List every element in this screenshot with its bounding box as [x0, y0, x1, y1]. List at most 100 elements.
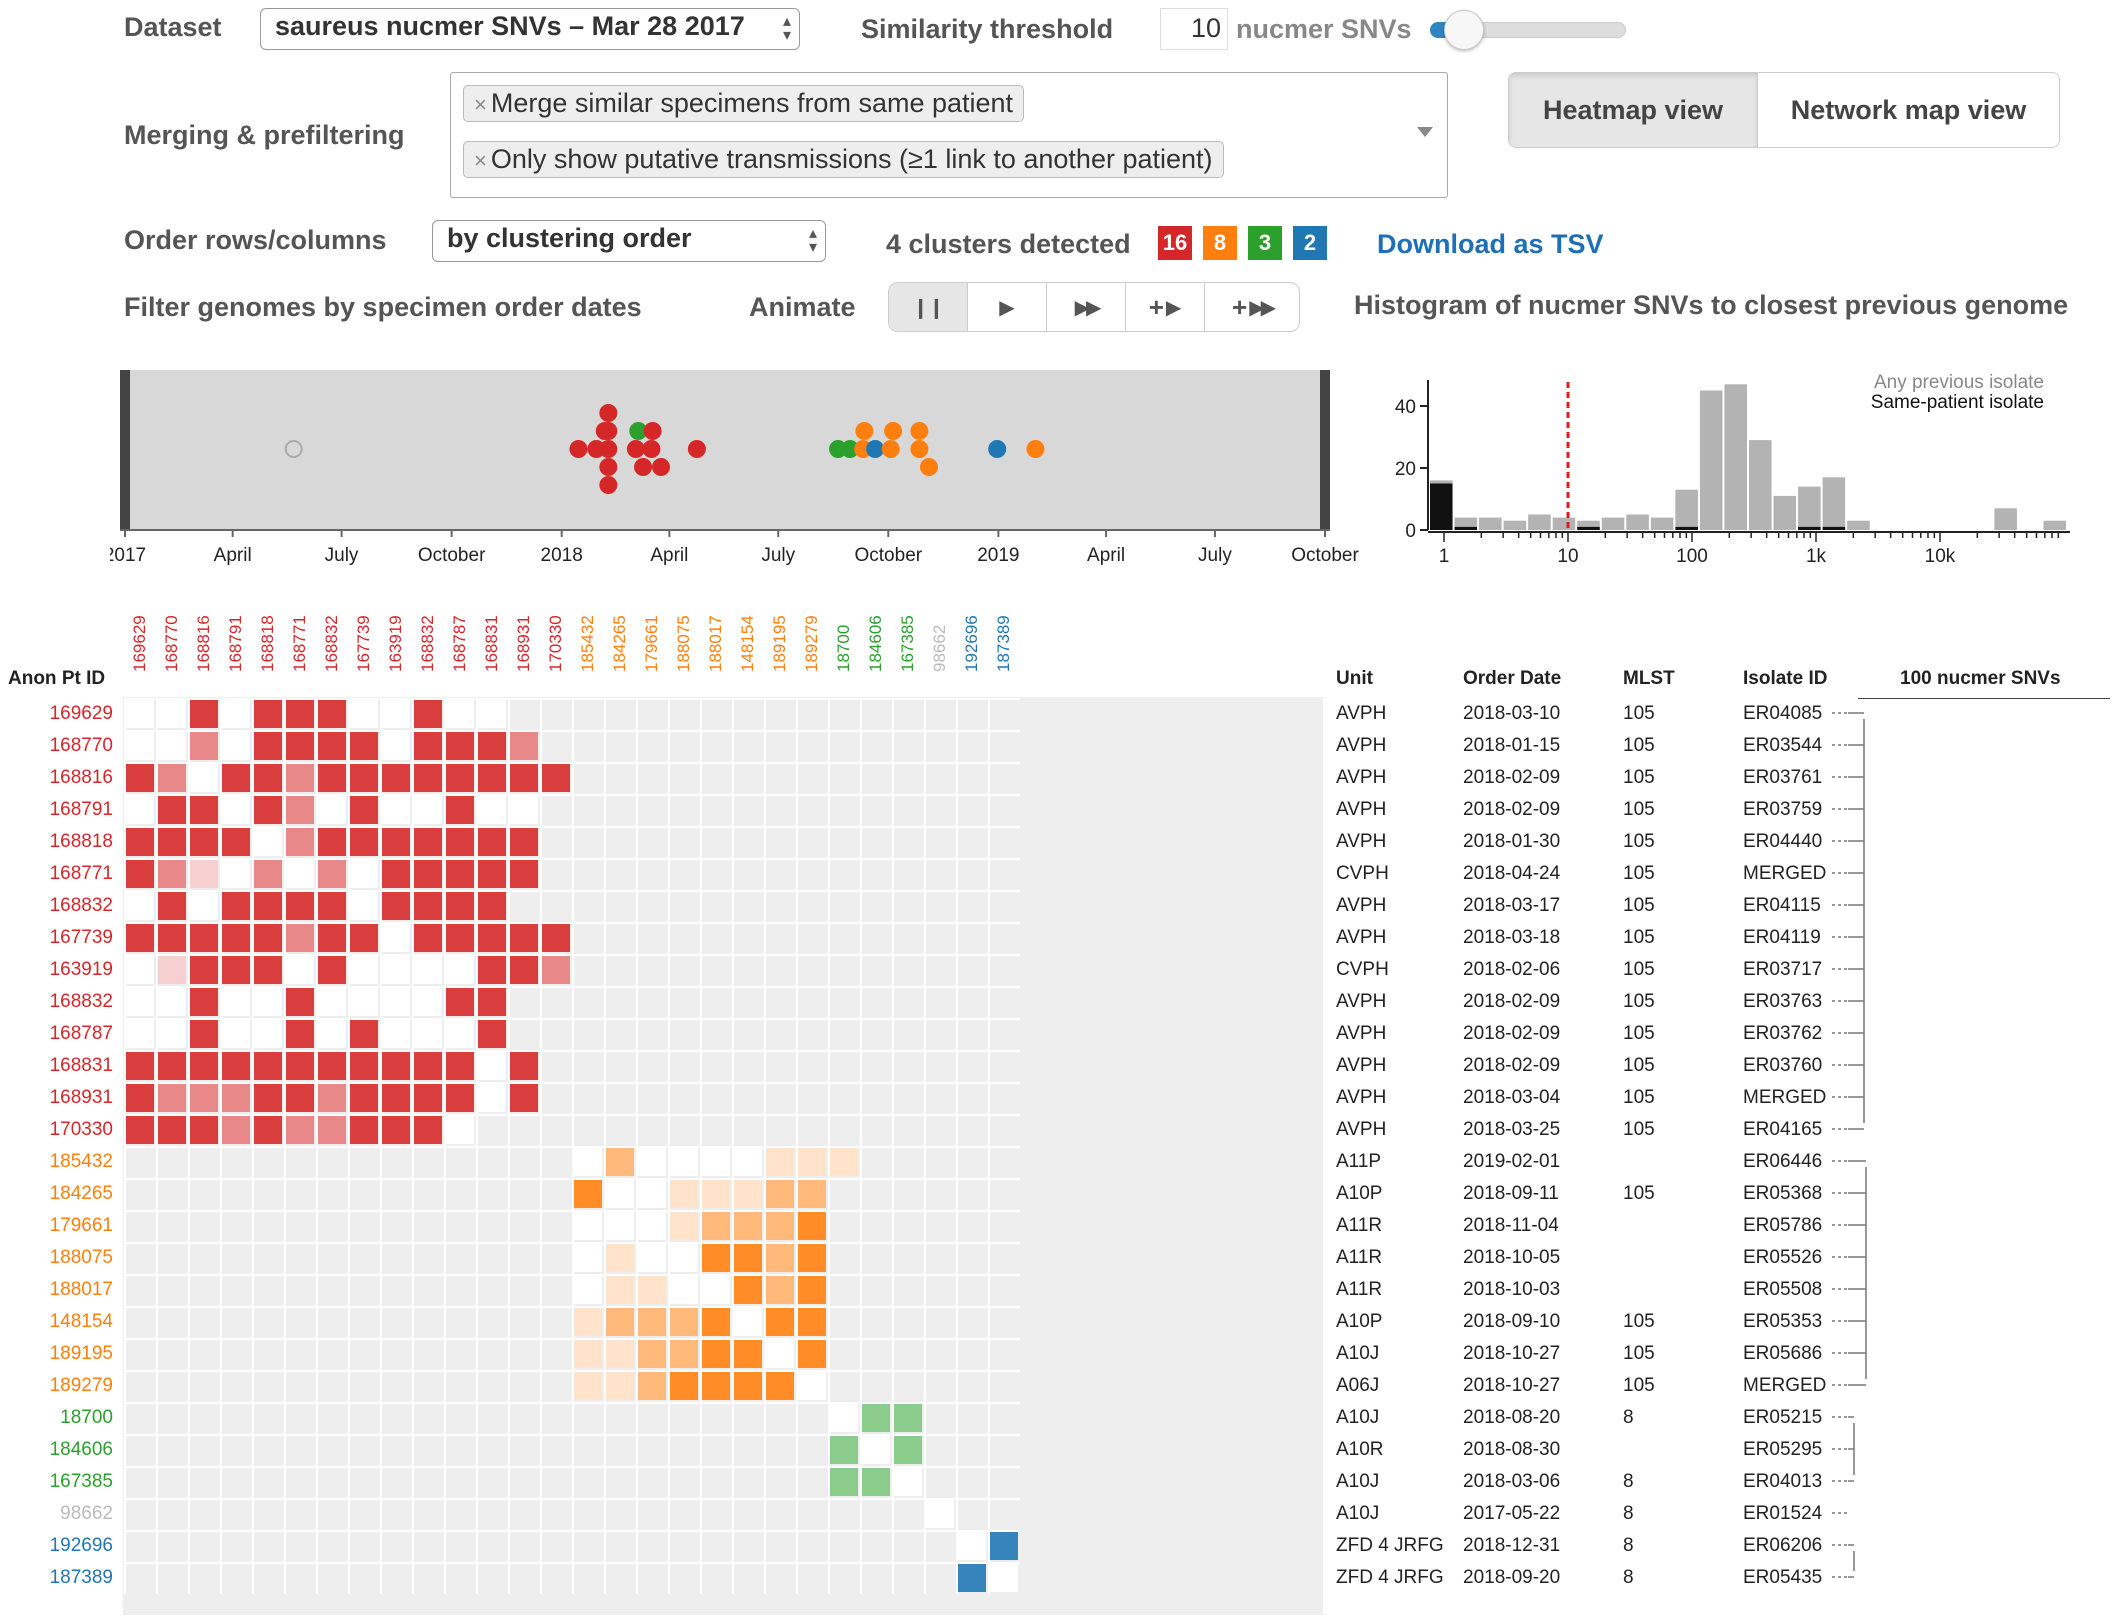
heatmap-cell[interactable]	[540, 954, 570, 984]
heatmap-cell[interactable]	[156, 858, 186, 888]
heatmap-cell[interactable]	[220, 826, 250, 856]
heatmap-cell[interactable]	[700, 1146, 730, 1176]
row-label[interactable]: 185432	[49, 1151, 113, 1172]
heatmap-cell[interactable]	[796, 1338, 826, 1368]
heatmap-cell[interactable]	[668, 1306, 698, 1336]
heatmap-cell[interactable]	[220, 1082, 250, 1112]
heatmap-cell[interactable]	[284, 986, 314, 1016]
heatmap-cell[interactable]	[348, 730, 378, 760]
row-label[interactable]: 168832	[49, 895, 113, 916]
column-label[interactable]: 189195	[770, 615, 789, 672]
heatmap-cell[interactable]	[252, 858, 282, 888]
timeline-point[interactable]	[687, 440, 706, 458]
column-label[interactable]: 98662	[930, 624, 949, 672]
heatmap-cell[interactable]	[476, 1082, 506, 1112]
heatmap-cell[interactable]	[444, 730, 474, 760]
heatmap-cell[interactable]	[252, 1018, 282, 1048]
heatmap-cell[interactable]	[764, 1146, 794, 1176]
heatmap-cell[interactable]	[700, 1338, 730, 1368]
heatmap-cell[interactable]	[124, 794, 154, 824]
heatmap-cell[interactable]	[252, 1114, 282, 1144]
heatmap-cell[interactable]	[124, 1082, 154, 1112]
heatmap-cell[interactable]	[412, 890, 442, 920]
heatmap-cell[interactable]	[220, 794, 250, 824]
heatmap-cell[interactable]	[508, 858, 538, 888]
row-label[interactable]: 168931	[49, 1087, 113, 1108]
timeline-point[interactable]	[643, 422, 662, 440]
heatmap-cell[interactable]	[348, 986, 378, 1016]
heatmap-cell[interactable]	[604, 1338, 634, 1368]
cluster-badge[interactable]: 16	[1158, 226, 1192, 260]
column-label[interactable]: 192696	[962, 615, 981, 672]
heatmap-cell[interactable]	[604, 1210, 634, 1240]
heatmap-cell[interactable]	[476, 1050, 506, 1080]
heatmap-cell[interactable]	[316, 954, 346, 984]
heatmap-cell[interactable]	[572, 1210, 602, 1240]
heatmap-cell[interactable]	[412, 698, 442, 728]
column-label[interactable]: 168816	[194, 615, 213, 672]
heatmap-cell[interactable]	[284, 730, 314, 760]
heatmap-cell[interactable]	[444, 762, 474, 792]
timeline-point[interactable]	[599, 476, 618, 494]
heatmap-cell[interactable]	[444, 858, 474, 888]
row-label[interactable]: 168818	[49, 831, 113, 852]
heatmap-cell[interactable]	[444, 826, 474, 856]
heatmap-cell[interactable]	[636, 1370, 666, 1400]
heatmap-cell[interactable]	[380, 1082, 410, 1112]
heatmap-cell[interactable]	[636, 1306, 666, 1336]
heatmap-cell[interactable]	[476, 826, 506, 856]
heatmap-cell[interactable]	[156, 1114, 186, 1144]
column-label[interactable]: 184606	[866, 615, 885, 672]
heatmap-cell[interactable]	[380, 986, 410, 1016]
heatmap-cell[interactable]	[764, 1178, 794, 1208]
heatmap-cell[interactable]	[764, 1338, 794, 1368]
timeline-point[interactable]	[841, 440, 860, 458]
row-label[interactable]: 18700	[60, 1407, 113, 1428]
heatmap-cell[interactable]	[572, 1370, 602, 1400]
row-label[interactable]: 168832	[49, 991, 113, 1012]
heatmap-cell[interactable]	[188, 1018, 218, 1048]
heatmap-cell[interactable]	[636, 1242, 666, 1272]
heatmap-cell[interactable]	[188, 986, 218, 1016]
heatmap-cell[interactable]	[412, 1018, 442, 1048]
heatmap-cell[interactable]	[316, 1018, 346, 1048]
heatmap-cell[interactable]	[348, 826, 378, 856]
heatmap-cell[interactable]	[508, 730, 538, 760]
heatmap-cell[interactable]	[636, 1146, 666, 1176]
heatmap-cell[interactable]	[156, 698, 186, 728]
timeline-point[interactable]	[599, 458, 618, 476]
row-label[interactable]: 163919	[49, 959, 113, 980]
heatmap-cell[interactable]	[284, 1082, 314, 1112]
heatmap-cell[interactable]	[348, 1082, 378, 1112]
heatmap-cell[interactable]	[252, 1050, 282, 1080]
heatmap-cell[interactable]	[284, 858, 314, 888]
heatmap-cell[interactable]	[348, 698, 378, 728]
column-label[interactable]: 168931	[514, 615, 533, 672]
column-label[interactable]: 168787	[450, 615, 469, 672]
heatmap-cell[interactable]	[732, 1338, 762, 1368]
heatmap-cell[interactable]	[476, 954, 506, 984]
heatmap-cell[interactable]	[444, 698, 474, 728]
heatmap-cell[interactable]	[380, 762, 410, 792]
row-label[interactable]: 192696	[49, 1535, 113, 1556]
threshold-input[interactable]: 10	[1160, 8, 1228, 50]
order-select[interactable]: by clustering order ▴ ▾	[432, 220, 826, 262]
dropdown-caret-icon[interactable]	[1417, 127, 1433, 137]
row-label[interactable]: 184265	[49, 1183, 113, 1204]
row-label[interactable]: 188017	[49, 1279, 113, 1300]
heatmap-cell[interactable]	[604, 1306, 634, 1336]
heatmap-cell[interactable]	[732, 1242, 762, 1272]
heatmap-cell[interactable]	[284, 698, 314, 728]
heatmap-cell[interactable]	[124, 730, 154, 760]
column-label[interactable]: 168832	[322, 615, 341, 672]
row-label[interactable]: 167739	[49, 927, 113, 948]
timeline-point[interactable]	[599, 422, 618, 440]
column-label[interactable]: 169629	[130, 615, 149, 672]
timeline-point[interactable]	[866, 440, 885, 458]
column-label[interactable]: 163919	[386, 615, 405, 672]
heatmap-cell[interactable]	[284, 1050, 314, 1080]
heatmap-cell[interactable]	[700, 1274, 730, 1304]
timeline-range-handle-left[interactable]	[120, 370, 130, 530]
dataset-select[interactable]: saureus nucmer SNVs – Mar 28 2017 ▴ ▾	[260, 8, 800, 50]
timeline-range-handle-right[interactable]	[1320, 370, 1330, 530]
